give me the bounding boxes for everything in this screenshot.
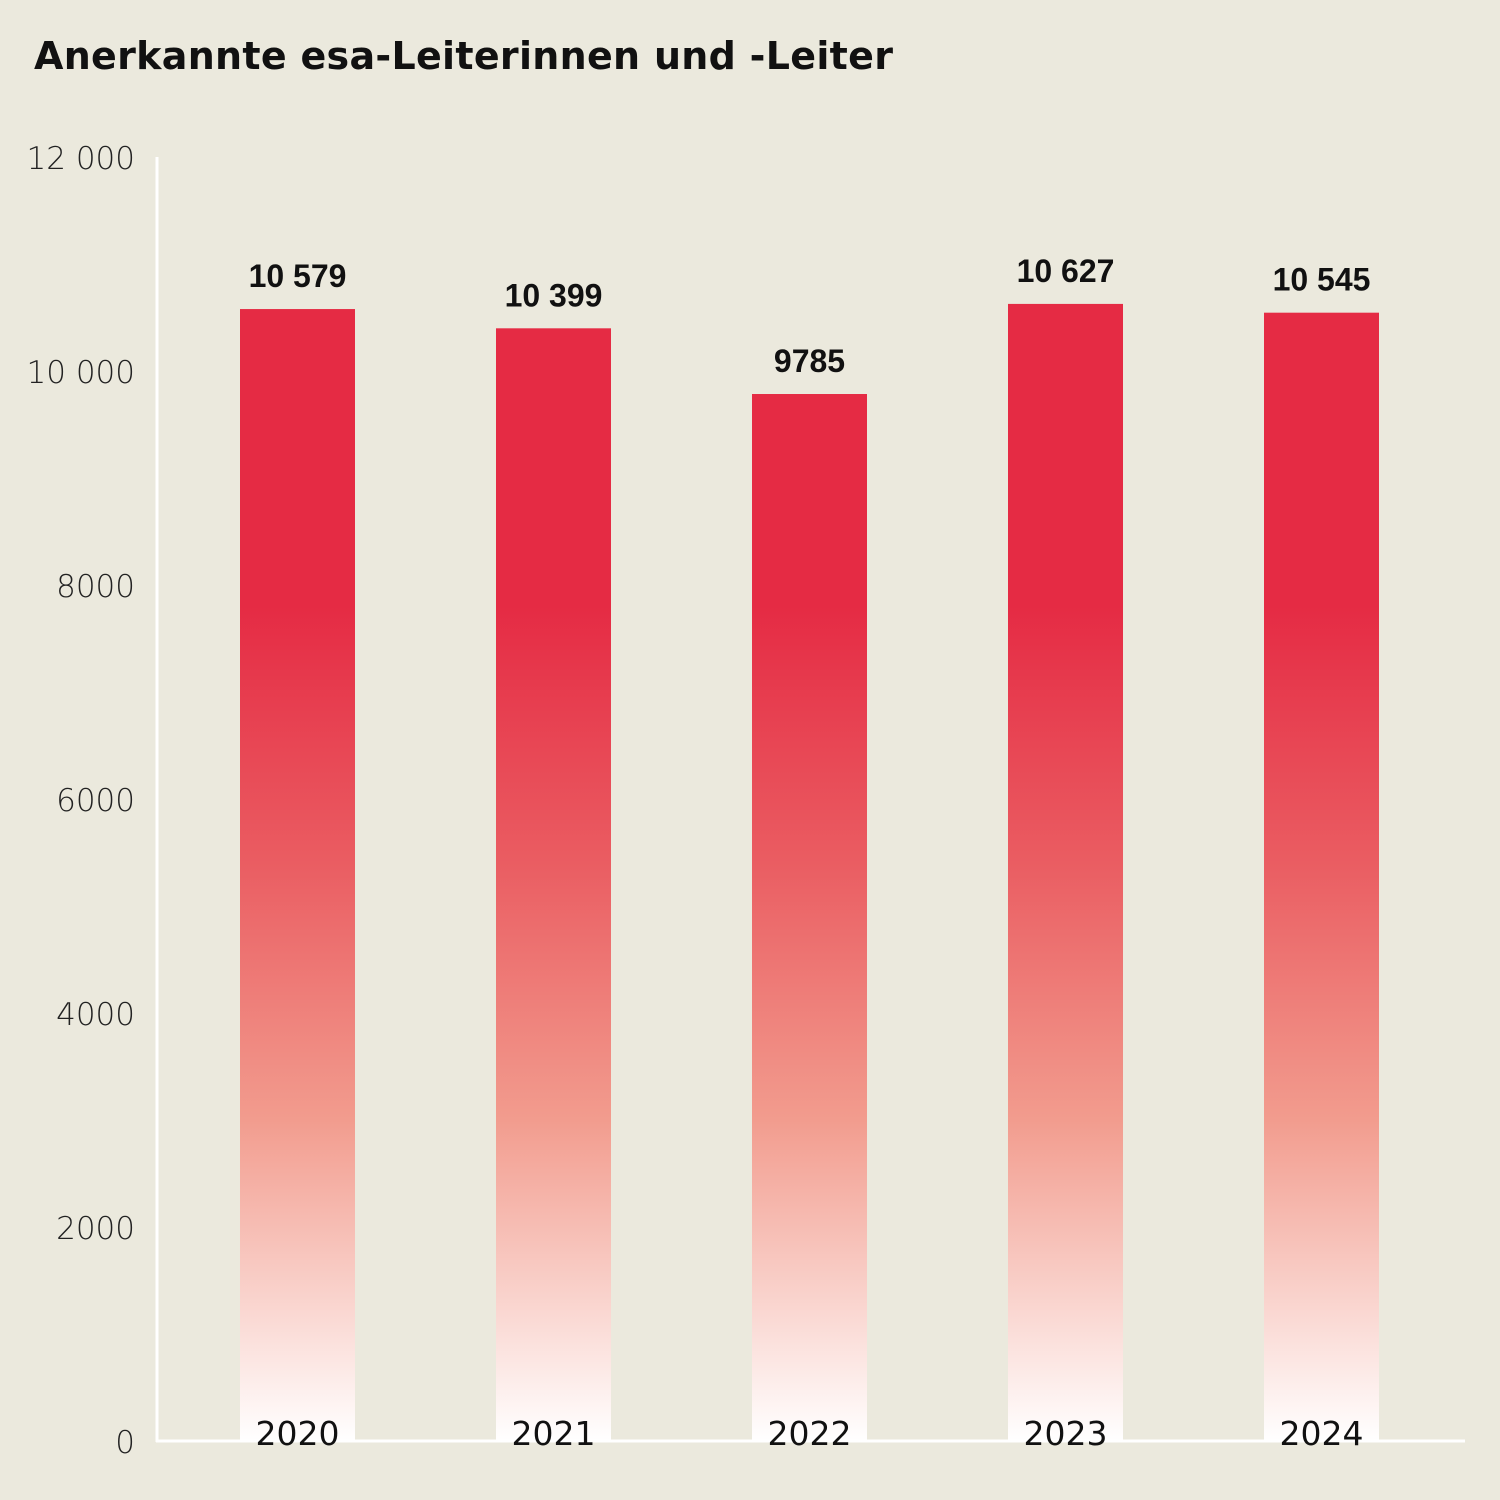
y-tick-label: 8000 [56, 569, 135, 605]
data-label-2022: 9785 [774, 343, 845, 379]
chart-title: Anerkannte esa-Leiterinnen und -Leiter [34, 34, 894, 78]
y-tick-label: 10 000 [27, 355, 135, 391]
bar-2022 [752, 394, 867, 1441]
x-tick-label-2023: 2023 [1024, 1414, 1108, 1453]
data-label-2020: 10 579 [249, 258, 347, 294]
y-tick-label: 0 [115, 1425, 135, 1461]
y-tick-label: 6000 [56, 783, 135, 819]
bar-2023 [1008, 303, 1123, 1441]
data-label-2023: 10 627 [1017, 253, 1115, 289]
x-tick-label-2020: 2020 [256, 1414, 340, 1453]
data-label-2024: 10 545 [1273, 262, 1371, 298]
bar-2021 [496, 328, 611, 1441]
x-tick-label-2024: 2024 [1280, 1414, 1364, 1453]
x-tick-label-2021: 2021 [512, 1414, 596, 1453]
bar-2020 [240, 309, 355, 1441]
y-tick-label: 4000 [56, 997, 135, 1033]
x-tick-label-2022: 2022 [768, 1414, 852, 1453]
y-tick-label: 2000 [56, 1211, 135, 1247]
y-tick-label: 12 000 [27, 141, 135, 177]
bar-2024 [1264, 312, 1379, 1441]
data-label-2021: 10 399 [505, 277, 603, 313]
